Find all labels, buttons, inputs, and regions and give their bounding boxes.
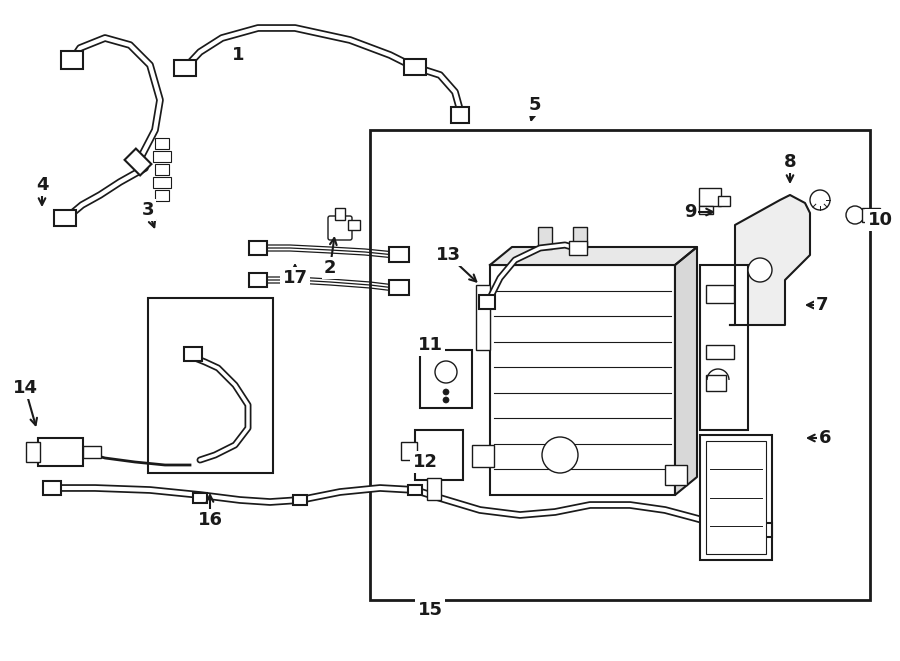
Bar — [124, 149, 151, 175]
FancyBboxPatch shape — [706, 441, 766, 554]
Polygon shape — [675, 247, 697, 495]
Circle shape — [748, 258, 772, 282]
FancyBboxPatch shape — [700, 265, 748, 430]
Text: 2: 2 — [324, 259, 337, 277]
Bar — [174, 60, 196, 76]
FancyBboxPatch shape — [699, 188, 721, 206]
Bar — [479, 295, 495, 309]
FancyBboxPatch shape — [718, 196, 730, 206]
FancyBboxPatch shape — [706, 375, 726, 391]
Bar — [184, 347, 202, 361]
Circle shape — [846, 206, 864, 224]
Bar — [389, 247, 409, 262]
Circle shape — [443, 389, 449, 395]
Text: 13: 13 — [436, 246, 461, 264]
Bar — [389, 280, 409, 295]
Text: 7: 7 — [815, 296, 828, 314]
Text: 15: 15 — [418, 601, 443, 619]
FancyBboxPatch shape — [155, 164, 169, 175]
Text: 1: 1 — [232, 46, 244, 64]
Circle shape — [810, 190, 830, 210]
FancyBboxPatch shape — [700, 435, 772, 560]
FancyBboxPatch shape — [348, 220, 360, 230]
FancyBboxPatch shape — [335, 208, 345, 220]
FancyBboxPatch shape — [538, 227, 552, 249]
Bar — [408, 485, 422, 495]
Text: 3: 3 — [142, 201, 154, 219]
Text: 10: 10 — [868, 211, 893, 229]
FancyBboxPatch shape — [573, 227, 587, 249]
FancyBboxPatch shape — [415, 430, 463, 480]
FancyBboxPatch shape — [569, 241, 587, 255]
FancyBboxPatch shape — [490, 265, 675, 495]
Bar — [148, 298, 273, 473]
FancyBboxPatch shape — [153, 177, 171, 188]
FancyBboxPatch shape — [155, 138, 169, 149]
Circle shape — [542, 437, 578, 473]
Bar — [404, 59, 426, 75]
Bar — [54, 210, 76, 226]
Text: 17: 17 — [283, 269, 308, 287]
FancyBboxPatch shape — [706, 285, 734, 303]
FancyBboxPatch shape — [83, 446, 101, 458]
Circle shape — [435, 361, 457, 383]
FancyBboxPatch shape — [328, 216, 352, 240]
FancyBboxPatch shape — [472, 445, 494, 467]
Bar — [61, 51, 83, 69]
Text: 16: 16 — [197, 511, 222, 529]
FancyBboxPatch shape — [427, 478, 441, 500]
Bar — [451, 107, 469, 123]
Text: 9: 9 — [684, 203, 697, 221]
FancyBboxPatch shape — [38, 438, 83, 466]
Bar — [193, 493, 207, 503]
Polygon shape — [490, 247, 697, 265]
FancyBboxPatch shape — [26, 442, 40, 462]
Text: 12: 12 — [412, 453, 437, 471]
FancyBboxPatch shape — [420, 350, 472, 408]
FancyBboxPatch shape — [665, 465, 687, 485]
Polygon shape — [730, 195, 810, 325]
Text: 8: 8 — [784, 153, 796, 171]
FancyBboxPatch shape — [401, 442, 417, 460]
Text: 6: 6 — [819, 429, 832, 447]
Bar — [249, 273, 267, 287]
Text: 4: 4 — [36, 176, 49, 194]
Circle shape — [443, 397, 449, 403]
FancyBboxPatch shape — [699, 206, 713, 214]
Bar — [293, 495, 307, 505]
Text: 5: 5 — [529, 96, 541, 114]
FancyBboxPatch shape — [862, 208, 880, 222]
Text: 11: 11 — [418, 336, 443, 354]
FancyBboxPatch shape — [155, 190, 169, 201]
FancyBboxPatch shape — [706, 345, 734, 359]
Bar — [249, 241, 267, 255]
Bar — [754, 523, 772, 537]
Text: 14: 14 — [13, 379, 38, 397]
Bar — [370, 130, 870, 600]
FancyBboxPatch shape — [153, 151, 171, 162]
FancyBboxPatch shape — [476, 285, 490, 350]
Bar — [43, 481, 61, 495]
